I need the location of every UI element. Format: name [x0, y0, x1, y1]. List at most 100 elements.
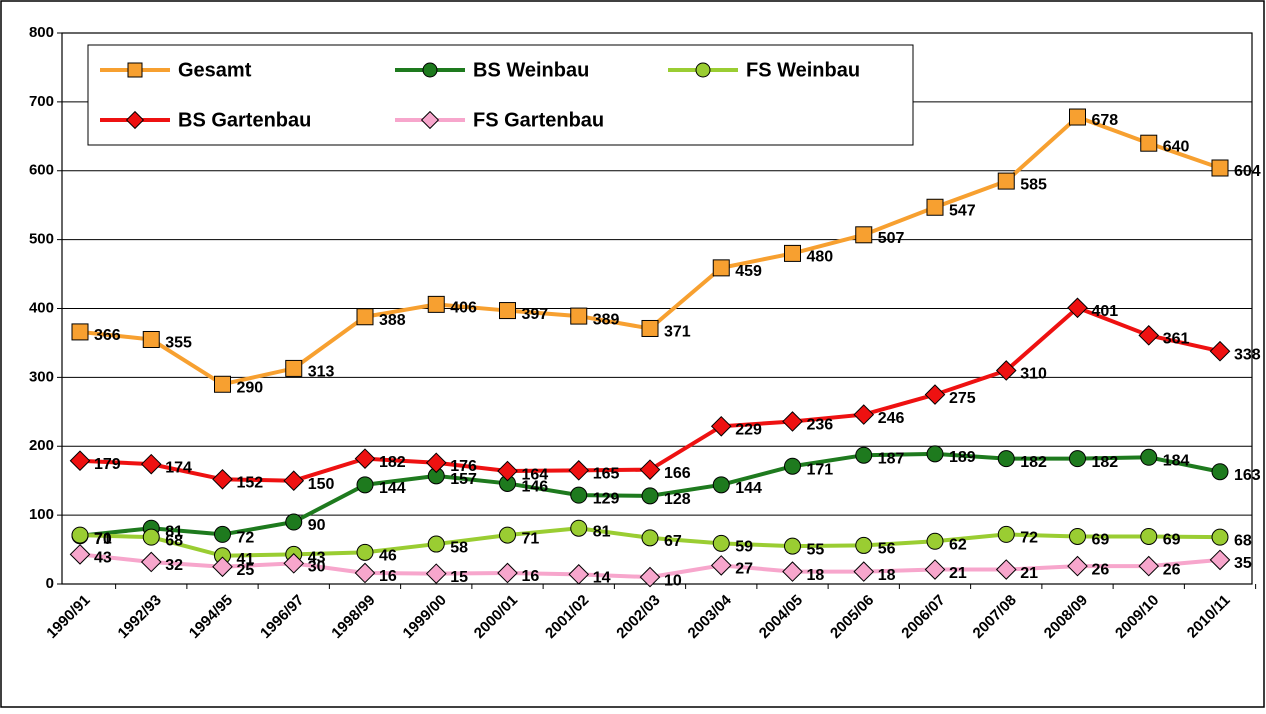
point-marker: [1067, 297, 1088, 319]
point-marker: [639, 459, 661, 480]
data-label: 27: [735, 561, 753, 578]
point-marker: [995, 360, 1017, 381]
data-label: 182: [379, 454, 406, 471]
data-label: 14: [593, 570, 611, 587]
point-marker: [1209, 549, 1231, 571]
data-label: 150: [308, 476, 335, 493]
data-label: 56: [878, 541, 896, 558]
data-label: 366: [94, 327, 121, 344]
point-marker: [997, 450, 1015, 468]
data-label: 338: [1234, 346, 1261, 363]
legend-marker: [420, 110, 440, 130]
data-label: 32: [165, 557, 183, 574]
point-marker: [924, 384, 946, 405]
legend-marker: [695, 62, 711, 78]
point-marker: [1138, 555, 1160, 577]
data-label: 246: [878, 410, 905, 427]
point-marker: [855, 446, 873, 464]
legend-label: BS Weinbau: [473, 59, 589, 81]
data-label: 144: [735, 480, 762, 497]
data-label: 310: [1020, 366, 1047, 383]
point-marker: [784, 537, 801, 555]
point-marker: [853, 404, 875, 425]
point-marker: [782, 561, 803, 582]
y-tick-label: 0: [46, 575, 54, 592]
data-label: 229: [735, 421, 762, 438]
data-label: 187: [878, 450, 905, 467]
point-marker: [568, 460, 590, 481]
point-marker: [712, 476, 730, 494]
point-marker: [283, 553, 305, 574]
point-marker: [285, 359, 303, 377]
data-label: 547: [949, 202, 976, 219]
y-tick-label: 800: [29, 24, 54, 41]
data-label: 166: [664, 465, 691, 482]
point-marker: [212, 556, 233, 578]
data-label: 58: [450, 539, 468, 556]
point-marker: [1211, 463, 1229, 481]
point-marker: [1211, 159, 1229, 177]
y-tick-label: 100: [29, 506, 54, 523]
point-marker: [784, 457, 801, 475]
point-marker: [570, 486, 588, 504]
data-label: 585: [1020, 176, 1047, 193]
point-marker: [926, 532, 944, 550]
point-marker: [784, 244, 801, 262]
data-label: 182: [1092, 454, 1119, 471]
point-marker: [855, 226, 873, 244]
point-marker: [1211, 528, 1229, 546]
data-label: 43: [94, 550, 112, 567]
data-label: 165: [593, 466, 620, 483]
data-label: 18: [878, 567, 896, 584]
data-label: 81: [593, 523, 611, 540]
data-label: 157: [450, 471, 477, 488]
point-marker: [997, 172, 1015, 190]
data-label: 90: [308, 517, 326, 534]
data-label: 69: [1163, 532, 1181, 549]
point-marker: [1209, 340, 1231, 362]
point-marker: [641, 529, 659, 547]
point-marker: [427, 535, 445, 553]
point-marker: [212, 469, 233, 490]
data-label: 46: [379, 548, 397, 565]
data-label: 189: [949, 449, 976, 466]
data-label: 182: [1020, 454, 1047, 471]
point-marker: [712, 259, 730, 277]
data-label: 71: [94, 530, 112, 547]
data-label: 184: [1163, 452, 1190, 469]
data-label: 21: [949, 565, 967, 582]
point-marker: [1067, 555, 1088, 577]
data-label: 62: [949, 537, 967, 554]
point-marker: [142, 528, 160, 546]
data-label: 164: [522, 466, 549, 483]
data-label: 355: [165, 335, 192, 352]
point-marker: [570, 307, 588, 325]
data-label: 41: [237, 551, 255, 568]
data-label: 678: [1092, 112, 1119, 129]
point-marker: [710, 415, 732, 437]
point-marker: [140, 551, 162, 573]
data-label: 71: [522, 530, 540, 547]
data-label: 30: [308, 559, 326, 576]
legend-label: FS Weinbau: [746, 59, 860, 81]
data-label: 72: [237, 530, 255, 547]
point-marker: [499, 302, 516, 320]
point-marker: [568, 564, 590, 585]
data-label: 68: [1234, 532, 1252, 549]
point-marker: [1140, 134, 1158, 152]
data-label: 406: [450, 300, 477, 317]
point-marker: [641, 487, 659, 505]
data-label: 26: [1092, 561, 1110, 578]
point-marker: [1140, 448, 1158, 466]
y-tick-label: 700: [29, 93, 54, 110]
data-label: 144: [379, 480, 406, 497]
y-tick-label: 600: [29, 162, 54, 179]
data-label: 35: [1234, 555, 1252, 572]
point-marker: [497, 460, 518, 482]
data-label: 174: [165, 459, 192, 476]
point-marker: [1069, 108, 1086, 126]
data-label: 16: [522, 568, 540, 585]
data-label: 146: [522, 479, 549, 496]
data-label: 313: [308, 364, 335, 381]
